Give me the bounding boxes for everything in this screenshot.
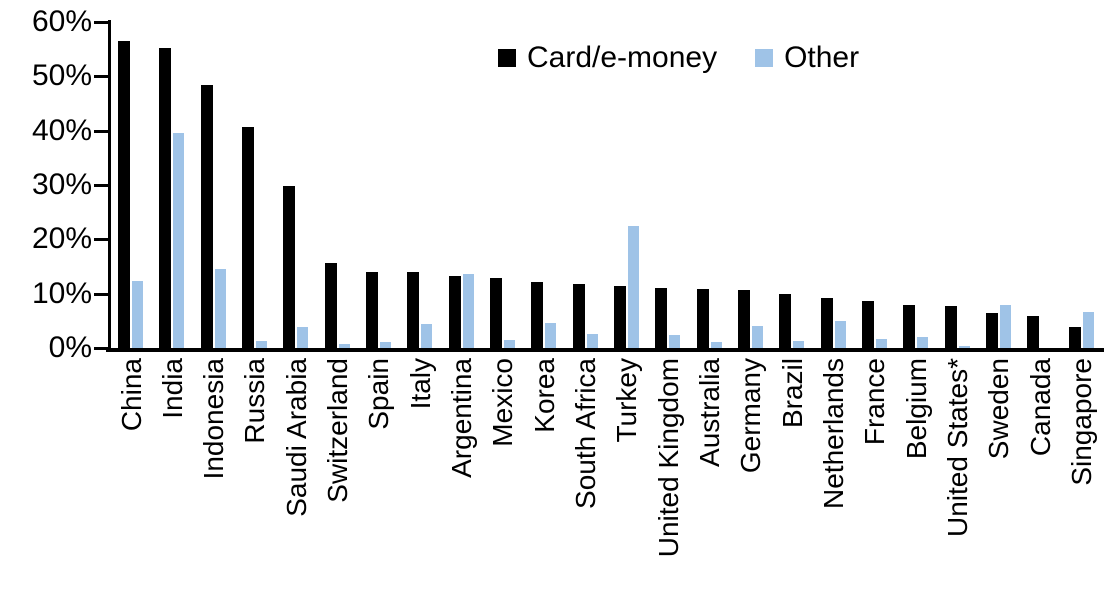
x-axis-label-united-kingdom: United Kingdom xyxy=(652,358,684,558)
bar-card-e-money-korea xyxy=(531,282,544,348)
bar-card-e-money-india xyxy=(159,48,172,348)
bar-card-e-money-netherlands xyxy=(820,298,833,348)
bar-other-germany xyxy=(751,326,763,348)
y-tick-label: 60% xyxy=(31,5,92,38)
x-axis-label-indonesia: Indonesia xyxy=(198,358,230,480)
bar-card-e-money-italy xyxy=(407,271,420,348)
bar-other-turkey xyxy=(627,225,639,348)
bar-other-brazil xyxy=(793,340,805,348)
x-axis-label-france: France xyxy=(859,358,891,446)
bar-other-switzerland xyxy=(338,343,350,348)
bar-card-e-money-sweden xyxy=(985,312,998,348)
bar-other-china xyxy=(132,281,143,348)
bar-card-e-money-belgium xyxy=(903,304,916,348)
bar-other-singapore xyxy=(1082,311,1094,348)
y-tick-label: 0% xyxy=(48,331,92,364)
x-axis-label-singapore: Singapore xyxy=(1066,358,1098,486)
x-axis-label-spain: Spain xyxy=(363,358,395,430)
x-axis-label-canada: Canada xyxy=(1024,358,1056,457)
bar-card-e-money-argentina xyxy=(448,276,461,348)
bar-card-e-money-indonesia xyxy=(200,85,213,348)
bar-other-south-africa xyxy=(586,334,598,348)
x-axis-label-brazil: Brazil xyxy=(776,358,808,429)
bar-other-mexico xyxy=(503,340,515,348)
bar-other-saudi-arabia xyxy=(297,326,309,348)
y-tick-label: 10% xyxy=(31,276,92,310)
bar-card-e-money-canada xyxy=(1027,315,1040,348)
x-axis-label-sweden: Sweden xyxy=(983,358,1015,460)
legend: Card/e-money Other xyxy=(498,40,859,76)
bar-card-e-money-saudi-arabia xyxy=(283,185,296,348)
y-tick-mark xyxy=(94,292,109,296)
legend-swatch-other xyxy=(755,49,774,67)
x-axis-label-south-africa: South Africa xyxy=(570,358,602,509)
y-tick-label: 40% xyxy=(31,113,92,147)
x-axis-line xyxy=(106,348,1104,352)
bar-other-belgium xyxy=(917,336,929,348)
y-tick-mark xyxy=(94,129,109,133)
bar-card-e-money-china xyxy=(118,41,130,348)
bar-other-france xyxy=(875,339,887,348)
x-axis-label-united-states: United States* xyxy=(942,358,974,537)
bar-card-e-money-france xyxy=(861,301,874,348)
bar-other-netherlands xyxy=(834,320,846,348)
legend-swatch-card-e-money xyxy=(498,49,516,67)
y-tick-mark xyxy=(94,238,109,242)
bar-other-united-states xyxy=(958,345,970,348)
bar-other-argentina xyxy=(462,273,474,348)
bar-other-australia xyxy=(710,342,722,348)
y-tick-label: 30% xyxy=(31,168,92,201)
legend-label-card-e-money: Card/e-money xyxy=(527,41,718,74)
bar-other-united-kingdom xyxy=(669,334,681,348)
x-axis-label-germany: Germany xyxy=(735,358,767,474)
bar-card-e-money-germany xyxy=(737,290,750,348)
x-axis-label-turkey: Turkey xyxy=(611,358,643,443)
bar-card-e-money-singapore xyxy=(1068,326,1081,348)
legend-item-card-e-money: Card/e-money xyxy=(498,40,717,76)
x-axis-label-australia: Australia xyxy=(694,358,726,467)
bar-card-e-money-brazil xyxy=(779,293,792,348)
bar-card-e-money-australia xyxy=(696,289,709,348)
x-axis-label-korea: Korea xyxy=(528,358,560,433)
y-tick-mark xyxy=(94,75,109,79)
x-axis-label-belgium: Belgium xyxy=(900,358,932,460)
bar-other-russia xyxy=(255,341,267,348)
bar-card-e-money-mexico xyxy=(489,278,502,348)
y-axis-line xyxy=(108,20,111,350)
x-axis-label-netherlands: Netherlands xyxy=(818,358,850,509)
x-axis-label-saudi-arabia: Saudi Arabia xyxy=(280,358,312,517)
y-tick-label: 50% xyxy=(31,59,92,93)
legend-label-other: Other xyxy=(784,41,860,74)
y-tick-mark xyxy=(94,21,109,24)
bar-other-indonesia xyxy=(214,268,226,348)
x-axis-label-argentina: Argentina xyxy=(446,358,478,478)
y-tick-mark xyxy=(94,184,109,187)
bar-other-sweden xyxy=(999,305,1011,348)
bar-card-e-money-turkey xyxy=(613,285,626,348)
bar-other-korea xyxy=(545,323,557,348)
x-axis-label-mexico: Mexico xyxy=(487,358,519,447)
bar-card-e-money-switzerland xyxy=(324,263,337,348)
x-axis-label-india: India xyxy=(156,358,188,419)
x-axis-label-switzerland: Switzerland xyxy=(322,358,354,503)
y-tick-label: 20% xyxy=(31,222,92,256)
bar-other-spain xyxy=(379,342,391,348)
x-axis-label-china: China xyxy=(115,358,147,432)
bar-other-italy xyxy=(421,323,433,348)
y-tick-mark xyxy=(94,347,109,350)
bar-card-e-money-united-states xyxy=(944,306,957,348)
bar-other-india xyxy=(173,132,185,348)
x-axis-label-italy: Italy xyxy=(404,358,436,410)
legend-item-other: Other xyxy=(755,40,859,76)
bar-card-e-money-united-kingdom xyxy=(655,288,668,348)
bar-card-e-money-spain xyxy=(365,271,378,348)
x-axis-label-russia: Russia xyxy=(239,358,271,444)
bar-card-e-money-russia xyxy=(241,127,254,348)
bar-card-e-money-south-africa xyxy=(572,284,585,348)
